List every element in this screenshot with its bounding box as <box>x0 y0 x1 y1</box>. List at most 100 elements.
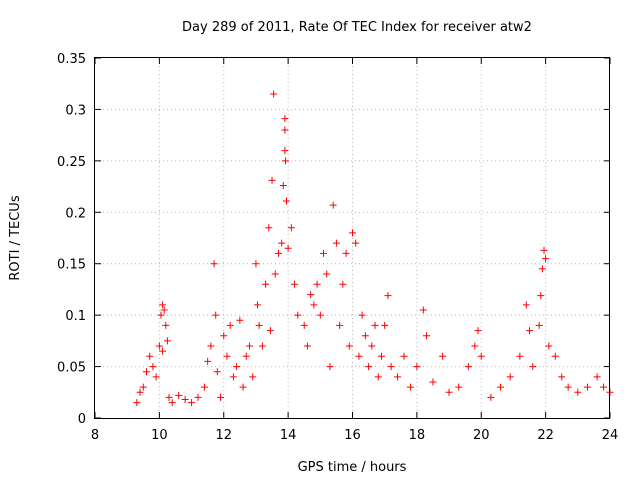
data-point <box>204 357 212 365</box>
data-point <box>200 383 208 391</box>
data-point <box>249 373 257 381</box>
data-point <box>282 157 290 165</box>
x-axis-label: GPS time / hours <box>298 460 407 475</box>
data-point <box>377 352 385 360</box>
data-point <box>429 378 437 386</box>
data-point <box>506 373 514 381</box>
data-point <box>406 383 414 391</box>
data-point <box>220 332 228 340</box>
data-point <box>162 321 170 329</box>
data-point <box>274 249 282 257</box>
data-point <box>574 388 582 396</box>
plot-frame <box>94 57 610 419</box>
grid-lines <box>95 58 610 418</box>
y-tick-label: 0.3 <box>65 103 86 118</box>
data-point <box>497 383 505 391</box>
data-point <box>175 391 183 399</box>
y-tick-label: 0.2 <box>65 206 86 221</box>
data-point <box>323 270 331 278</box>
data-point <box>159 347 167 355</box>
data-point <box>262 280 270 288</box>
data-point <box>487 393 495 401</box>
data-point <box>368 342 376 350</box>
x-tick-label: 20 <box>473 428 490 443</box>
data-point <box>474 327 482 335</box>
data-point <box>139 383 147 391</box>
data-points <box>133 90 614 407</box>
y-tick-label: 0.35 <box>57 52 86 67</box>
data-point <box>188 399 196 407</box>
y-tick-label: 0.1 <box>65 309 86 324</box>
data-point <box>342 249 350 257</box>
data-point <box>538 265 546 273</box>
data-point <box>387 363 395 371</box>
data-point <box>255 321 263 329</box>
data-point <box>464 363 472 371</box>
data-point <box>445 388 453 396</box>
data-point <box>265 224 273 232</box>
data-point <box>352 239 360 247</box>
data-point <box>316 311 324 319</box>
data-point <box>194 393 202 401</box>
data-point <box>284 244 292 252</box>
data-point <box>163 337 171 345</box>
data-point <box>540 246 548 254</box>
data-point <box>522 301 530 309</box>
x-tick-label: 18 <box>409 428 426 443</box>
data-point <box>303 342 311 350</box>
x-tick-label: 10 <box>151 428 168 443</box>
data-point <box>217 393 225 401</box>
data-point <box>254 301 262 309</box>
data-point <box>155 342 163 350</box>
data-point <box>439 352 447 360</box>
data-point <box>419 306 427 314</box>
data-point <box>270 90 278 98</box>
data-point <box>291 280 299 288</box>
data-point <box>281 126 289 134</box>
data-point <box>345 342 353 350</box>
data-point <box>252 260 260 268</box>
data-point <box>537 292 545 300</box>
data-point <box>136 388 144 396</box>
x-tick-label: 16 <box>344 428 361 443</box>
data-point <box>381 321 389 329</box>
data-point <box>300 321 308 329</box>
data-point <box>361 332 369 340</box>
data-point <box>516 352 524 360</box>
data-point <box>332 239 340 247</box>
data-point <box>551 352 559 360</box>
data-point <box>384 292 392 300</box>
data-point <box>236 316 244 324</box>
data-point <box>358 311 366 319</box>
data-point <box>583 383 591 391</box>
data-point <box>229 373 237 381</box>
data-point <box>471 342 479 350</box>
data-point <box>281 115 289 123</box>
data-point <box>278 239 286 247</box>
data-point <box>181 395 189 403</box>
y-tick-label: 0.05 <box>57 361 86 376</box>
data-point <box>307 291 315 299</box>
data-point <box>212 311 220 319</box>
data-point <box>371 321 379 329</box>
data-point <box>413 363 421 371</box>
data-point <box>239 383 247 391</box>
data-point <box>268 176 276 184</box>
data-point <box>564 383 572 391</box>
data-point <box>271 270 279 278</box>
data-point <box>168 399 176 407</box>
data-point <box>329 201 337 209</box>
data-point <box>326 363 334 371</box>
data-point <box>313 280 321 288</box>
data-point <box>242 352 250 360</box>
data-point <box>593 373 601 381</box>
data-point <box>310 301 318 309</box>
data-point <box>246 342 253 350</box>
data-point <box>143 368 150 376</box>
y-tick-label: 0 <box>78 412 86 427</box>
data-point <box>233 363 241 371</box>
data-point <box>160 306 168 314</box>
data-point <box>477 352 485 360</box>
data-point <box>455 383 463 391</box>
